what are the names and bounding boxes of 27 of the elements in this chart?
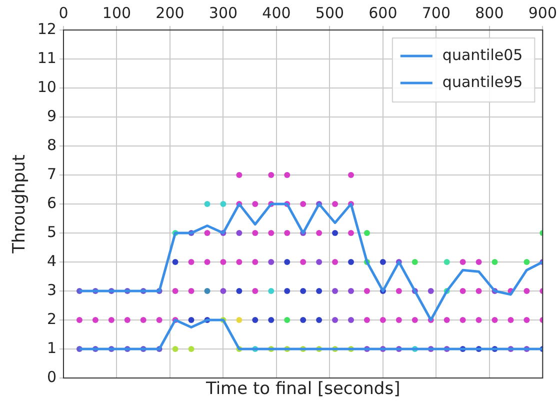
y-tick-label: 4 — [46, 252, 56, 270]
x-axis-title: Time to final [seconds] — [204, 378, 400, 399]
y-tick-label: 5 — [46, 222, 56, 241]
y-tick-label: 3 — [46, 280, 56, 299]
x-tick-label: 400 — [262, 4, 291, 22]
y-tick-label: 10 — [37, 78, 56, 96]
y-tick-label: 6 — [46, 194, 56, 212]
y-axis-title: Throughput — [10, 154, 30, 254]
y-tick-label: 9 — [46, 106, 56, 125]
x-tick-label: 600 — [368, 4, 398, 22]
y-tick-label: 2 — [46, 310, 56, 328]
x-tick-label: 500 — [315, 4, 344, 22]
x-tick-label: 0 — [58, 4, 68, 22]
x-tick-label: 200 — [156, 4, 184, 22]
x-tick-label: 900 — [528, 4, 558, 22]
y-tick-label: 1 — [46, 338, 56, 357]
y-tick-label: 11 — [37, 48, 56, 67]
y-tick-label: 12 — [37, 20, 56, 38]
x-tick-label: 300 — [208, 4, 238, 22]
x-tick-label: 100 — [102, 4, 132, 22]
y-tick-label: 7 — [46, 164, 56, 183]
y-tick-label: 0 — [46, 368, 56, 386]
x-tick-label: 700 — [422, 4, 451, 22]
y-tick-label: 8 — [46, 136, 56, 154]
legend-label: quantile05 — [442, 46, 523, 64]
legend-label: quantile95 — [442, 72, 523, 91]
x-tick-label: 800 — [475, 4, 504, 22]
